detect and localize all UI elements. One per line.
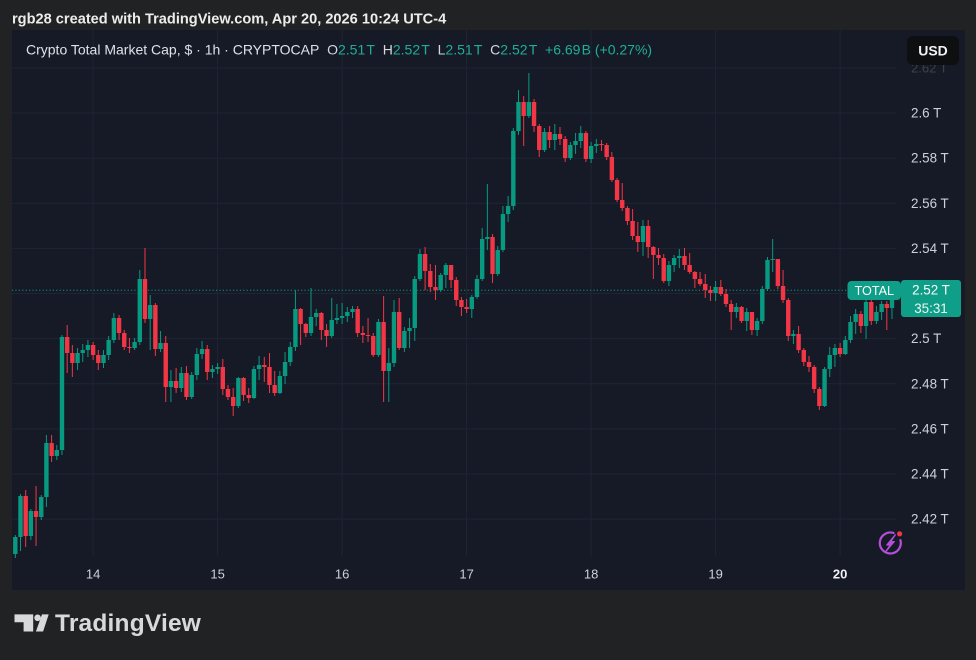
svg-text:17: 17 (459, 567, 473, 582)
svg-text:TradingView: TradingView (55, 610, 202, 637)
svg-text:16: 16 (335, 567, 349, 582)
svg-text:14: 14 (86, 567, 100, 582)
svg-text:35:31: 35:31 (914, 301, 948, 316)
svg-text:USD: USD (918, 43, 948, 59)
svg-text:15: 15 (210, 567, 224, 582)
svg-text:2.48 T: 2.48 T (911, 376, 949, 391)
svg-text:2.52 T: 2.52 T (912, 283, 950, 298)
svg-text:2.42 T: 2.42 T (911, 512, 949, 527)
svg-text:2.46 T: 2.46 T (911, 421, 949, 436)
svg-text:2.56 T: 2.56 T (911, 196, 949, 211)
svg-text:rgb28 created with TradingView: rgb28 created with TradingView.com, Apr … (12, 12, 447, 28)
svg-text:18: 18 (584, 567, 598, 582)
svg-text:2.5 T: 2.5 T (911, 331, 941, 346)
svg-text:19: 19 (708, 567, 722, 582)
svg-text:Crypto Total Market Cap, $ · 1: Crypto Total Market Cap, $ · 1h · CRYPTO… (26, 42, 652, 58)
svg-text:2.54 T: 2.54 T (911, 241, 949, 256)
svg-text:2.44 T: 2.44 T (911, 467, 949, 482)
svg-text:TOTAL: TOTAL (855, 284, 894, 298)
svg-text:20: 20 (833, 567, 847, 582)
svg-text:2.58 T: 2.58 T (911, 151, 949, 166)
svg-text:2.6 T: 2.6 T (911, 106, 941, 121)
